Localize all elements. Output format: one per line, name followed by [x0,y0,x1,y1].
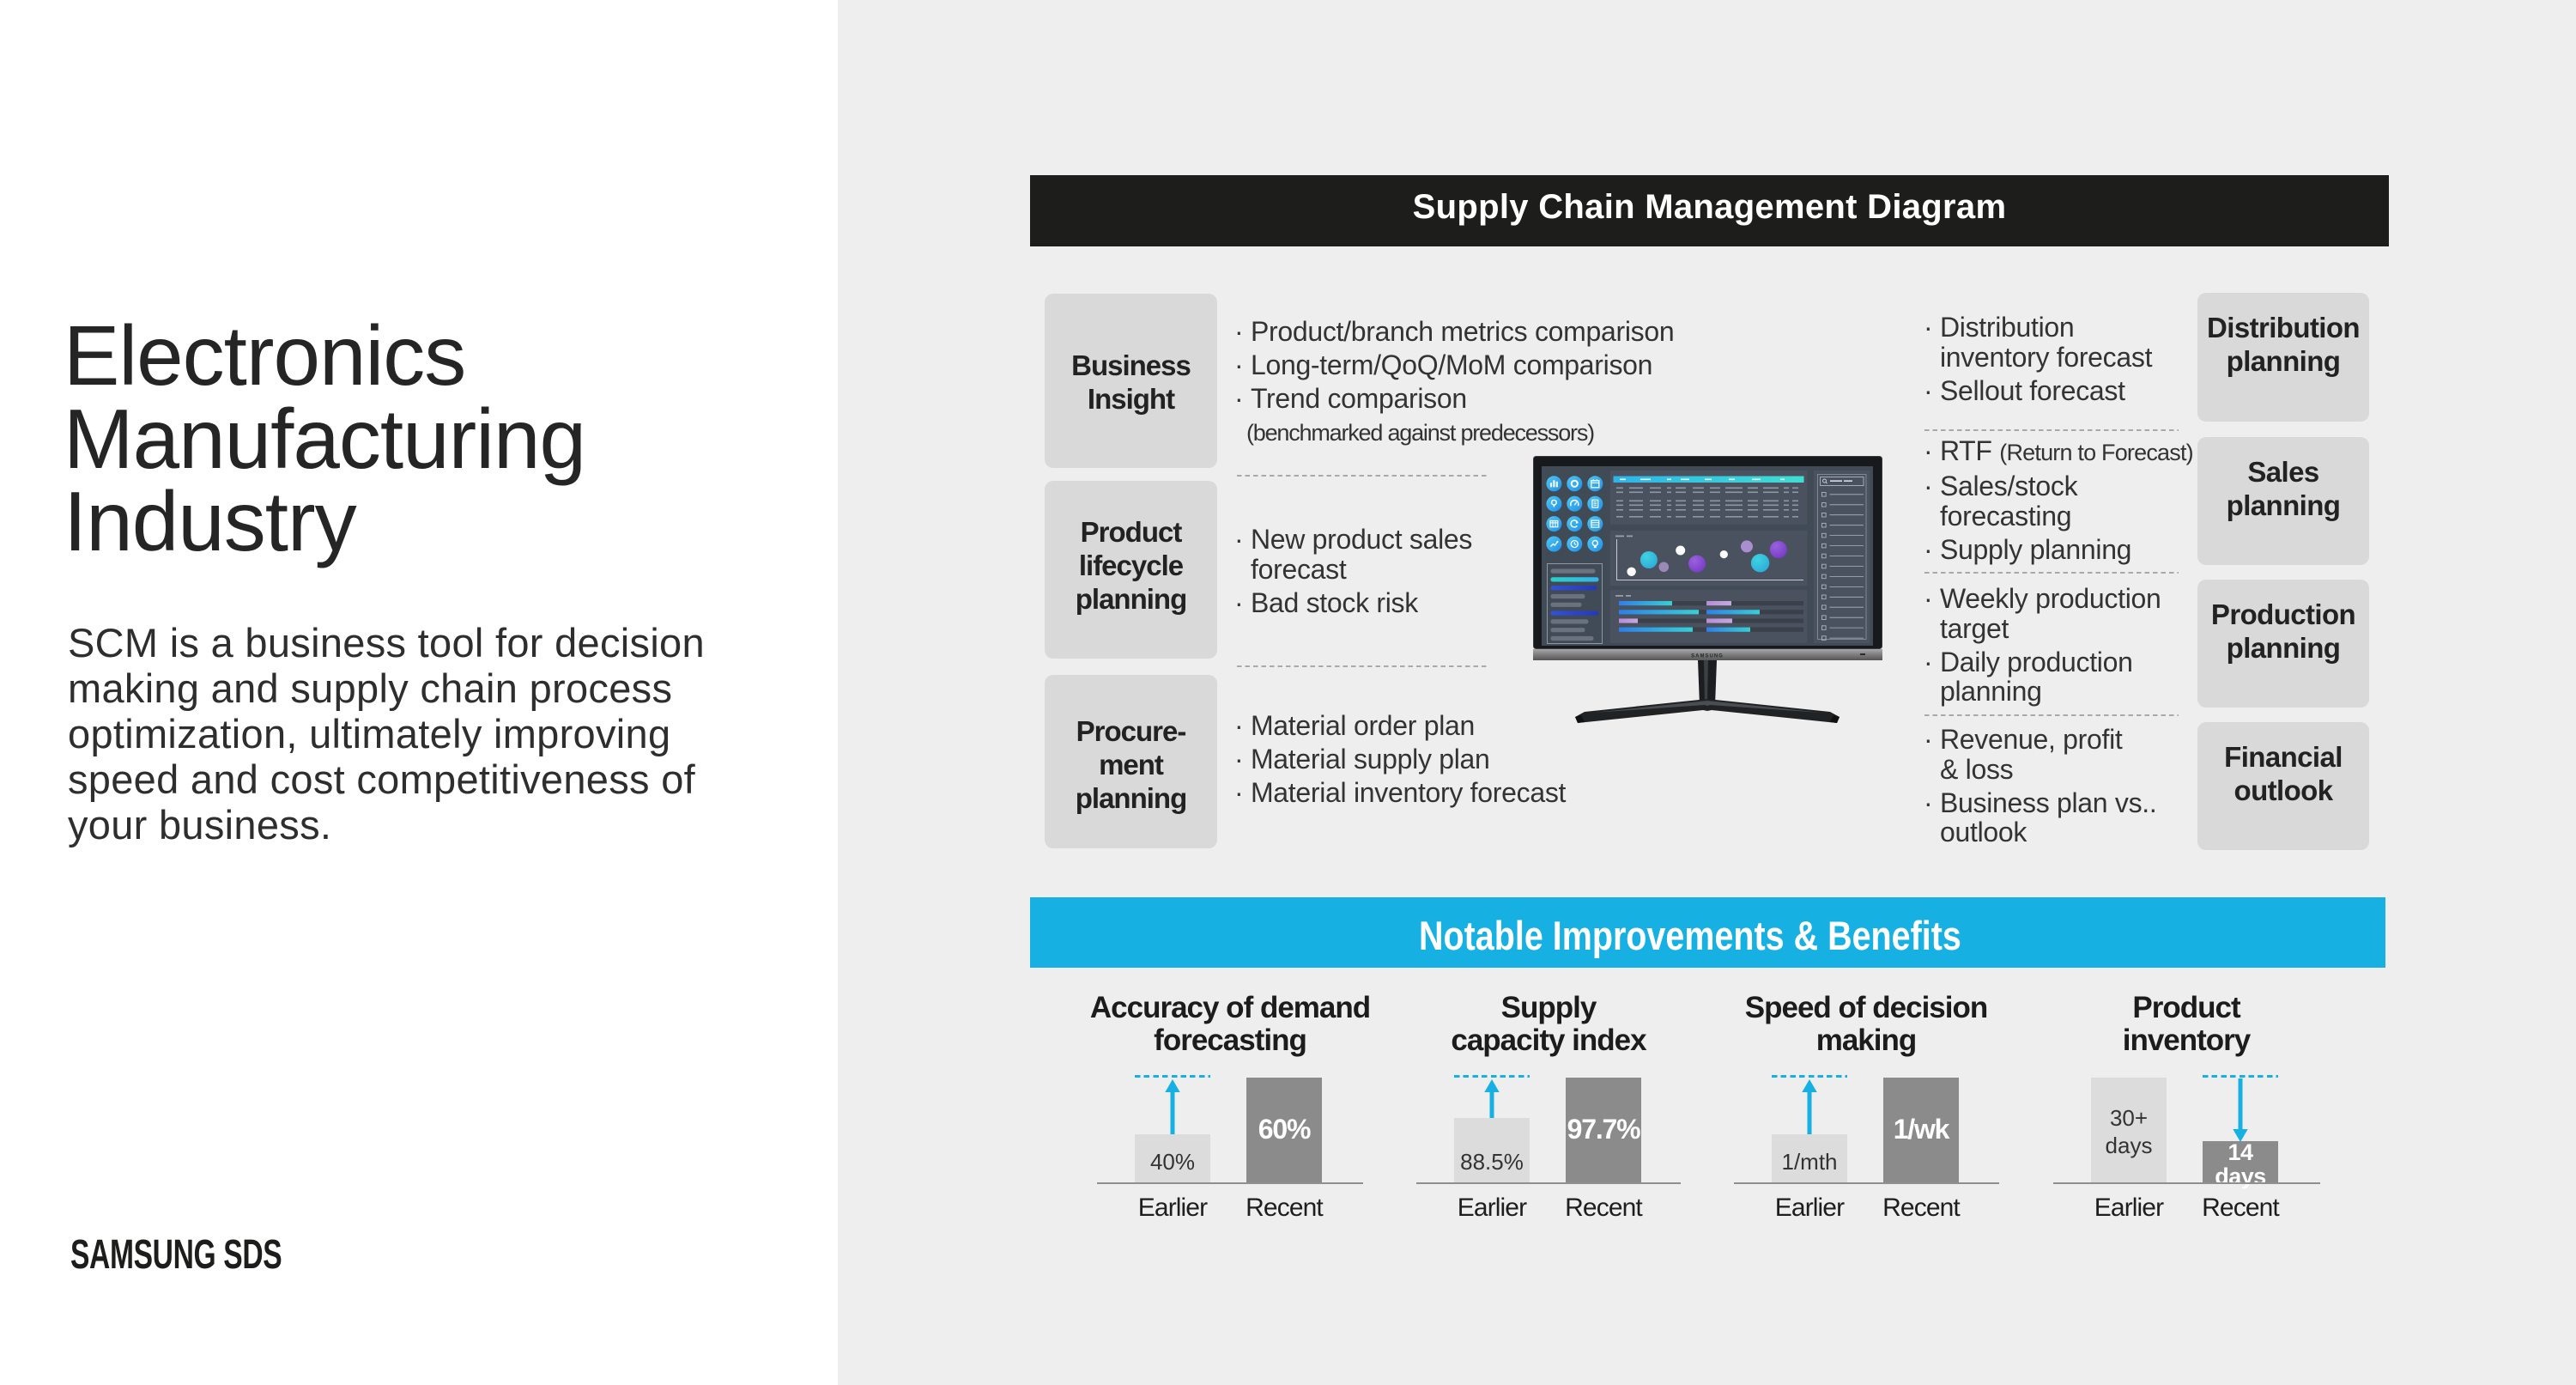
svg-text:SAMSUNG: SAMSUNG [1691,654,1724,659]
